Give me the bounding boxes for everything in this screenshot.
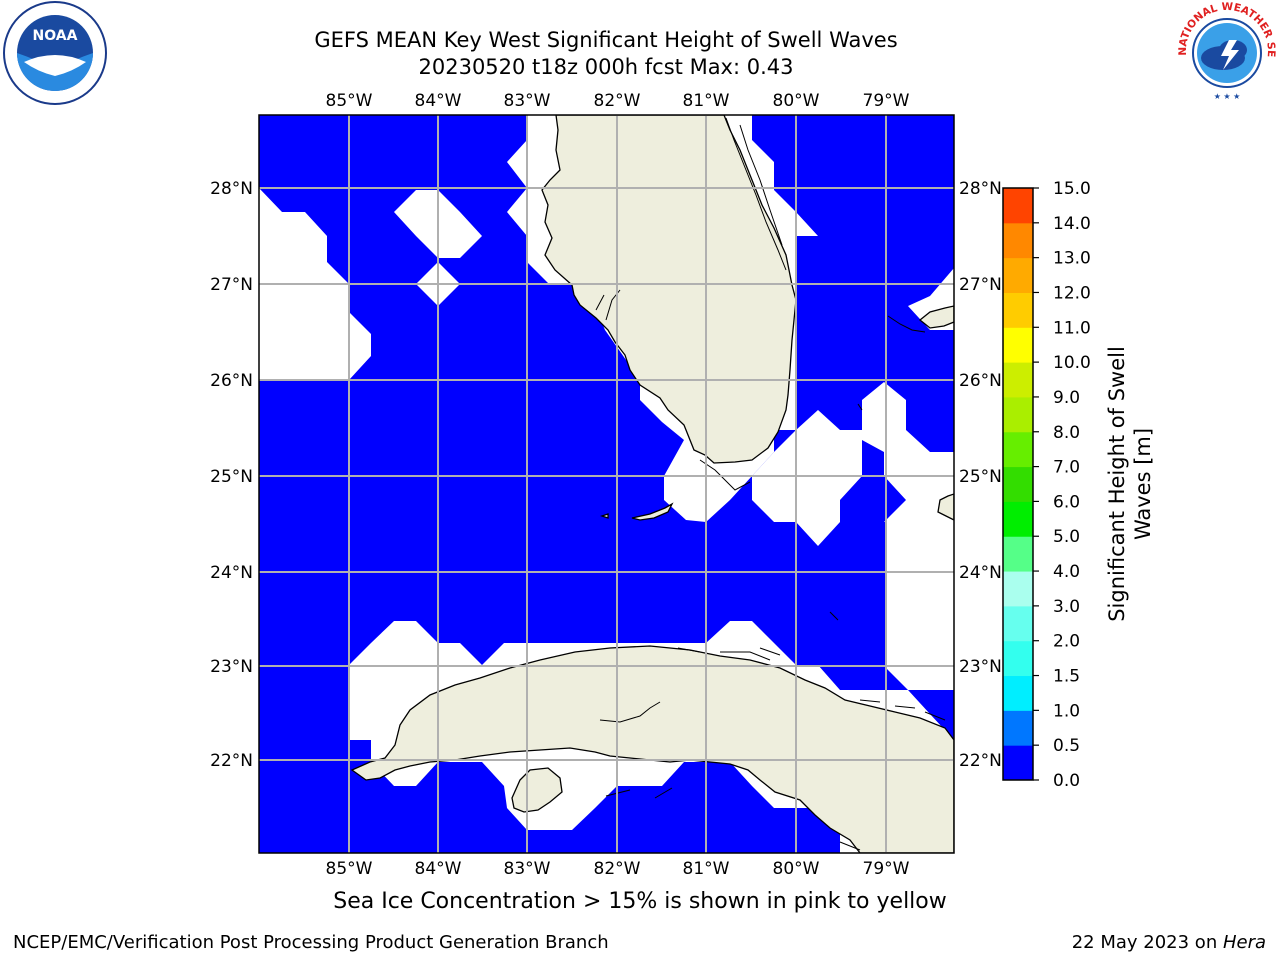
colorbar-segment <box>1003 536 1033 572</box>
lon-label: 83°W <box>504 91 551 111</box>
lat-labels-left: 28°N 27°N 26°N 25°N 24°N 23°N 22°N <box>210 179 253 771</box>
florida-land <box>541 115 797 464</box>
lon-label: 84°W <box>415 859 462 879</box>
land-masses <box>350 115 954 853</box>
footer-credit: NCEP/EMC/Verification Post Processing Pr… <box>13 932 609 953</box>
colorbar-tick-label: 1.0 <box>1053 701 1080 721</box>
colorbar-tick-label: 11.0 <box>1053 318 1091 338</box>
colorbar-tick-label: 12.0 <box>1053 283 1091 303</box>
sea-ice-caption: Sea Ice Concentration > 15% is shown in … <box>0 889 1280 914</box>
colorbar-segment <box>1003 222 1033 259</box>
colorbar-tick-label: 0.0 <box>1053 771 1080 791</box>
footer-date: 22 May 2023 on Hera <box>1072 932 1266 953</box>
colorbar-tick-label: 4.0 <box>1053 562 1080 582</box>
lat-label: 26°N <box>959 371 1002 391</box>
colorbar-segment <box>1003 188 1033 224</box>
colorbar-tick-label: 5.0 <box>1053 527 1080 547</box>
lat-label: 22°N <box>210 751 253 771</box>
lon-label: 82°W <box>594 859 641 879</box>
lon-label: 80°W <box>773 91 820 111</box>
colorbar-ticks: 0.0 0.5 1.0 1.5 2.0 3.0 4.0 5.0 6.0 7.0 8.0 9.0 10.0… <box>1033 179 1091 791</box>
colorbar-frame <box>1002 187 1034 781</box>
colorbar-tick-label: 8.0 <box>1053 423 1080 443</box>
lat-label: 25°N <box>210 467 253 487</box>
lat-labels-right: 28°N 27°N 26°N 25°N 24°N 23°N 22°N <box>959 179 1002 771</box>
noaa-logo: NOAA <box>3 1 107 105</box>
lat-label: 27°N <box>959 275 1002 295</box>
lon-label: 85°W <box>326 91 373 111</box>
nws-stars: ★ ★ ★ <box>1214 92 1241 101</box>
colorbar-label-line1: Significant Height of Swell <box>1105 346 1129 622</box>
colorbar-tick-label: 9.0 <box>1053 388 1080 408</box>
colorbar-tick-label: 2.0 <box>1053 632 1080 652</box>
lon-label: 80°W <box>773 859 820 879</box>
lon-label: 84°W <box>415 91 462 111</box>
lon-label: 79°W <box>863 859 910 879</box>
colorbar-tick-label: 14.0 <box>1053 214 1091 234</box>
lat-label: 24°N <box>959 563 1002 583</box>
colorbar-label-line2: Waves [m] <box>1131 428 1155 540</box>
colorbar-tick-label: 0.5 <box>1053 736 1080 756</box>
lon-label: 82°W <box>594 91 641 111</box>
colorbar-segment <box>1003 362 1033 398</box>
lon-label: 79°W <box>863 91 910 111</box>
lon-label: 83°W <box>504 859 551 879</box>
colorbar-segment <box>1003 327 1033 363</box>
footer-date-text: 22 May 2023 on <box>1071 932 1223 953</box>
colorbar-segment <box>1003 745 1033 781</box>
bahamas-land <box>918 305 954 329</box>
footer-host: Hera <box>1222 932 1266 953</box>
colorbar-segment <box>1003 292 1033 328</box>
colorbar-segment <box>1003 640 1033 677</box>
noaa-logo-text: NOAA <box>33 28 78 44</box>
lat-label: 28°N <box>959 179 1002 199</box>
colorbar-segment <box>1003 501 1033 537</box>
colorbar-label: Significant Height of Swell Waves [m] <box>1105 346 1155 622</box>
lat-label: 22°N <box>959 751 1002 771</box>
colorbar-tick-label: 7.0 <box>1053 458 1080 478</box>
lon-labels-bottom: 85°W 84°W 83°W 82°W 81°W 80°W 79°W <box>326 859 910 879</box>
lat-label: 28°N <box>210 179 253 199</box>
lat-label: 24°N <box>210 563 253 583</box>
colorbar-segment <box>1003 710 1033 746</box>
sea-ice-caption-text: Sea Ice Concentration > 15% is shown in … <box>333 889 947 914</box>
colorbar-tick-label: 3.0 <box>1053 597 1080 617</box>
colorbar-tick-label: 1.5 <box>1053 667 1080 687</box>
lon-label: 85°W <box>326 859 373 879</box>
colorbar-tick-label: 15.0 <box>1053 179 1091 199</box>
map-title: GEFS MEAN Key West Significant Height of… <box>314 28 898 52</box>
colorbar-segment <box>1003 431 1033 468</box>
lat-label: 23°N <box>210 657 253 677</box>
gridlines <box>259 115 954 853</box>
lon-label: 81°W <box>683 859 730 879</box>
colorbar-segment <box>1003 675 1033 711</box>
cuba-land <box>350 645 954 853</box>
colorbar-tick-label: 6.0 <box>1053 492 1080 512</box>
colorbar-segment <box>1003 466 1033 502</box>
lat-label: 26°N <box>210 371 253 391</box>
colorbar <box>1003 188 1033 781</box>
lat-label: 23°N <box>959 657 1002 677</box>
colorbar-segment <box>1003 396 1033 433</box>
colorbar-tick-label: 10.0 <box>1053 353 1091 373</box>
colorbar-tick-label: 13.0 <box>1053 249 1091 269</box>
colorbar-segment <box>1003 257 1033 293</box>
map-subtitle: 20230520 t18z 000h fcst Max: 0.43 <box>418 55 794 79</box>
lon-labels-top: 85°W 84°W 83°W 82°W 81°W 80°W 79°W <box>326 91 910 111</box>
nws-logo: NATIONAL WEATHER SERVICE ★ ★ ★ <box>1175 0 1277 103</box>
lat-label: 27°N <box>210 275 253 295</box>
colorbar-segment <box>1003 571 1033 607</box>
coast-detail <box>595 117 946 851</box>
map-frame <box>258 114 955 854</box>
colorbar-segment <box>1003 605 1033 642</box>
lat-label: 25°N <box>959 467 1002 487</box>
lon-label: 81°W <box>683 91 730 111</box>
